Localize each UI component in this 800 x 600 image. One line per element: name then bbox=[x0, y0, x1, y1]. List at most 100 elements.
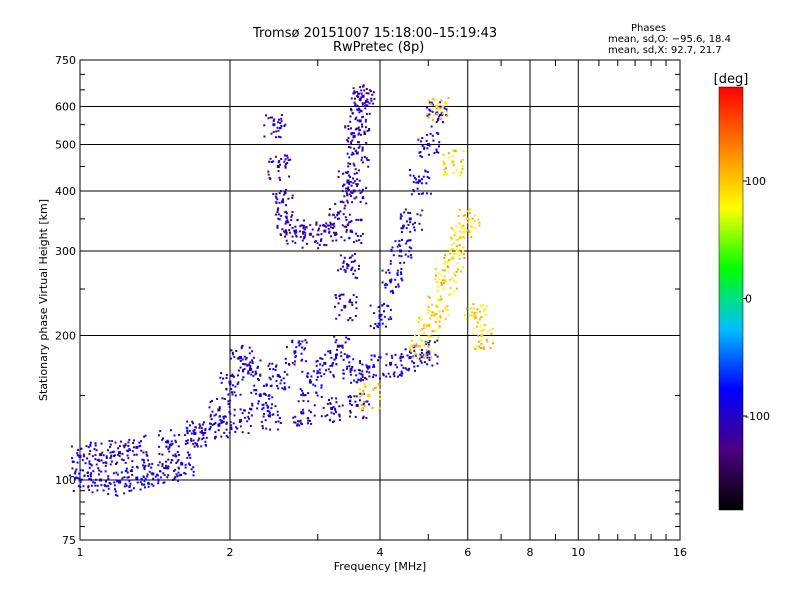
series-2 bbox=[184, 335, 439, 448]
echo-point bbox=[110, 460, 113, 463]
echo-point bbox=[290, 215, 293, 218]
echo-point bbox=[443, 163, 446, 166]
echo-point bbox=[347, 137, 350, 140]
echo-point bbox=[315, 378, 318, 381]
data-point bbox=[349, 367, 353, 371]
echo-point bbox=[435, 121, 438, 124]
echo-point bbox=[398, 243, 401, 246]
data-point bbox=[435, 304, 439, 308]
echo-point bbox=[175, 473, 178, 476]
echo-point bbox=[316, 359, 319, 362]
echo-point bbox=[363, 132, 366, 135]
echo-point bbox=[332, 222, 335, 225]
echo-point bbox=[257, 378, 259, 380]
echo-point bbox=[272, 130, 275, 133]
echo-point bbox=[279, 375, 282, 378]
echo-point bbox=[478, 318, 481, 321]
echo-point bbox=[347, 125, 350, 127]
echo-point bbox=[330, 235, 332, 238]
echo-point bbox=[426, 106, 429, 109]
data-point bbox=[180, 462, 184, 466]
echo-point bbox=[473, 312, 476, 314]
echo-point bbox=[141, 483, 144, 486]
echo-point bbox=[342, 260, 345, 263]
echo-point bbox=[177, 459, 180, 461]
echo-point bbox=[377, 326, 379, 329]
echo-point bbox=[265, 427, 268, 430]
echo-point bbox=[176, 460, 179, 463]
echo-point bbox=[462, 224, 465, 227]
echo-point bbox=[416, 187, 419, 190]
echo-point bbox=[435, 151, 438, 153]
echo-point bbox=[343, 239, 346, 242]
echo-point bbox=[349, 115, 352, 118]
echo-point bbox=[187, 451, 189, 454]
echo-point bbox=[478, 221, 481, 224]
echo-point bbox=[400, 374, 403, 377]
echo-point bbox=[284, 222, 287, 225]
echo-point bbox=[186, 439, 189, 442]
echo-point bbox=[339, 297, 342, 300]
echo-point bbox=[452, 253, 455, 256]
echo-point bbox=[426, 133, 428, 136]
data-point bbox=[293, 229, 297, 233]
echo-point bbox=[344, 270, 347, 273]
echo-point bbox=[130, 469, 133, 471]
echo-point bbox=[480, 329, 483, 332]
echo-point bbox=[347, 174, 350, 177]
echo-point bbox=[378, 388, 381, 391]
echo-point bbox=[124, 469, 127, 472]
echo-point bbox=[436, 339, 439, 342]
echo-point bbox=[353, 269, 356, 272]
echo-point bbox=[414, 369, 416, 372]
echo-point bbox=[302, 232, 304, 235]
series-6 bbox=[358, 97, 494, 411]
echo-point bbox=[463, 253, 465, 255]
echo-point bbox=[411, 345, 414, 347]
colorbar-tick-label: 0 bbox=[745, 293, 752, 306]
echo-point bbox=[231, 373, 234, 376]
data-point bbox=[378, 314, 382, 318]
echo-point bbox=[184, 443, 187, 445]
echo-point bbox=[335, 339, 338, 342]
data-point bbox=[99, 478, 103, 482]
echo-point bbox=[300, 352, 303, 355]
echo-point bbox=[71, 467, 74, 470]
echo-point bbox=[355, 127, 358, 130]
data-point bbox=[426, 143, 430, 146]
data-point bbox=[151, 472, 155, 476]
echo-point bbox=[243, 363, 246, 366]
echo-point bbox=[430, 314, 433, 317]
echo-point bbox=[367, 92, 370, 95]
echo-point bbox=[431, 134, 434, 137]
echo-point bbox=[451, 237, 454, 240]
echo-point bbox=[90, 472, 92, 475]
echo-point bbox=[456, 262, 459, 265]
echo-point bbox=[413, 229, 416, 232]
echo-point bbox=[243, 409, 245, 412]
echo-point bbox=[347, 189, 350, 192]
echo-point bbox=[437, 107, 440, 110]
data-point bbox=[451, 160, 455, 164]
echo-point bbox=[363, 392, 366, 395]
echo-point bbox=[339, 254, 342, 257]
echo-point bbox=[418, 222, 421, 225]
echo-point bbox=[354, 149, 357, 152]
echo-point bbox=[284, 188, 287, 191]
echo-point bbox=[360, 190, 363, 193]
echo-point bbox=[294, 356, 297, 359]
echo-point bbox=[479, 304, 482, 307]
echo-point bbox=[291, 361, 294, 364]
echo-point bbox=[276, 428, 279, 431]
echo-point bbox=[348, 213, 351, 216]
echo-point bbox=[100, 459, 103, 462]
echo-point bbox=[366, 394, 369, 397]
echo-point bbox=[427, 335, 430, 338]
echo-point bbox=[327, 227, 330, 230]
echo-point bbox=[272, 120, 275, 123]
data-point bbox=[166, 466, 170, 470]
echo-point bbox=[184, 472, 187, 475]
echo-point bbox=[335, 317, 338, 320]
echo-point bbox=[418, 151, 421, 154]
echo-point bbox=[488, 329, 491, 332]
